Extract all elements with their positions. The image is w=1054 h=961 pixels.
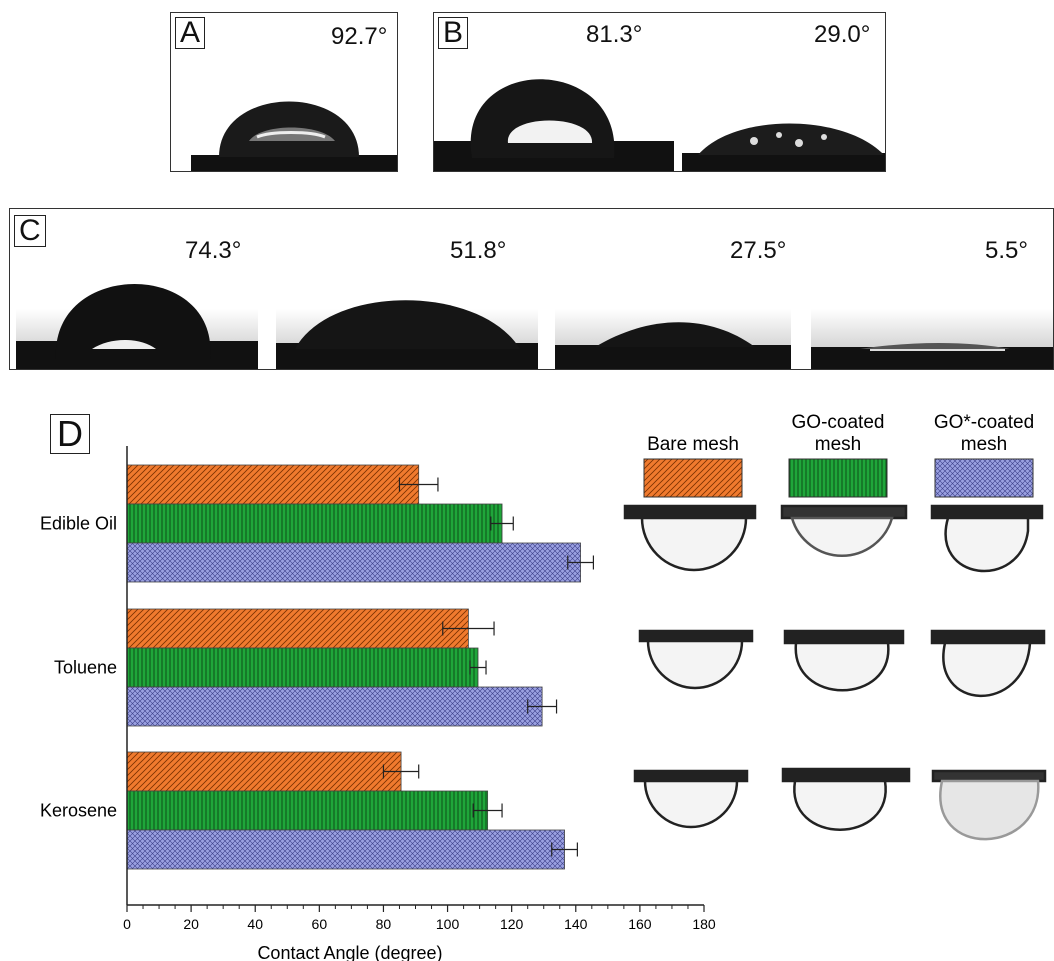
error-bar-group: [382, 477, 595, 857]
legend-bare-label: Bare mesh: [647, 434, 739, 455]
bar-edible-oil-1: [126, 503, 503, 544]
panel-a: A 92.7°: [170, 12, 398, 172]
bar-toluene-2: [126, 686, 543, 727]
panel-c-angle-1: 74.3°: [185, 237, 242, 264]
contact-angle-bar-chart: 0 20 40 60 80 100 120 140 160 180 Edible Oil Tolue…: [40, 412, 1047, 961]
x-tick-group: 0 20 40 60 80 100 120 140 160 180: [123, 905, 716, 932]
panel-b-angle-2: 29.0°: [814, 21, 871, 48]
panel-a-angle-1: 92.7°: [331, 23, 388, 50]
panel-b: B 81.3° 29.0°: [433, 12, 886, 172]
category-label: Edible Oil: [40, 514, 117, 534]
x-tick-label: 180: [692, 916, 716, 932]
x-tick-label: 60: [312, 916, 328, 932]
droplet-image-c: [16, 284, 1053, 369]
panel-c-label: C: [14, 215, 46, 247]
bar-kerosene-1: [126, 790, 489, 831]
panel-d-label: D: [50, 414, 90, 454]
x-tick-label: 160: [628, 916, 652, 932]
legend: Bare mesh GO-coated mesh GO*-coated mesh: [643, 412, 1034, 498]
legend-go-label: GO-coated mesh: [792, 412, 885, 455]
bar-edible-oil-0: [126, 464, 420, 505]
droplet-photos: [623, 504, 1047, 841]
bar-edible-oil-2: [126, 542, 581, 583]
x-tick-label: 0: [123, 916, 131, 932]
x-tick-label: 140: [564, 916, 588, 932]
panel-c-angle-3: 27.5°: [730, 237, 787, 264]
panel-c-angle-2: 51.8°: [450, 237, 507, 264]
x-tick-label: 40: [247, 916, 263, 932]
bar-toluene-1: [126, 647, 479, 688]
panel-b-angle-1: 81.3°: [586, 21, 643, 48]
bar-kerosene-0: [126, 751, 402, 792]
bar-kerosene-2: [126, 829, 565, 870]
x-tick-label: 100: [436, 916, 460, 932]
panel-c-angle-4: 5.5°: [985, 237, 1028, 264]
droplet-image-b: [434, 13, 885, 171]
panel-a-label: A: [175, 17, 206, 49]
legend-gostar-label: GO*-coated mesh: [934, 412, 1034, 455]
x-tick-label: 80: [376, 916, 392, 932]
bar-group: [126, 464, 581, 870]
category-label: Kerosene: [40, 801, 117, 821]
legend-bare-swatch: [643, 458, 743, 498]
panel-b-label: B: [438, 17, 469, 49]
bar-toluene-0: [126, 608, 469, 649]
x-tick-label: 120: [500, 916, 524, 932]
category-label-group: Edible Oil Toluene Kerosene: [40, 514, 117, 821]
x-axis-label: Contact Angle (degree): [257, 943, 442, 961]
x-tick-label: 20: [183, 916, 199, 932]
legend-gostar-swatch: [934, 458, 1034, 498]
legend-go-swatch: [788, 458, 888, 498]
category-label: Toluene: [54, 658, 117, 678]
panel-c: C 74.3° 51.8° 27.5° 5.5°: [9, 208, 1054, 370]
droplet-image-a: [191, 101, 397, 171]
